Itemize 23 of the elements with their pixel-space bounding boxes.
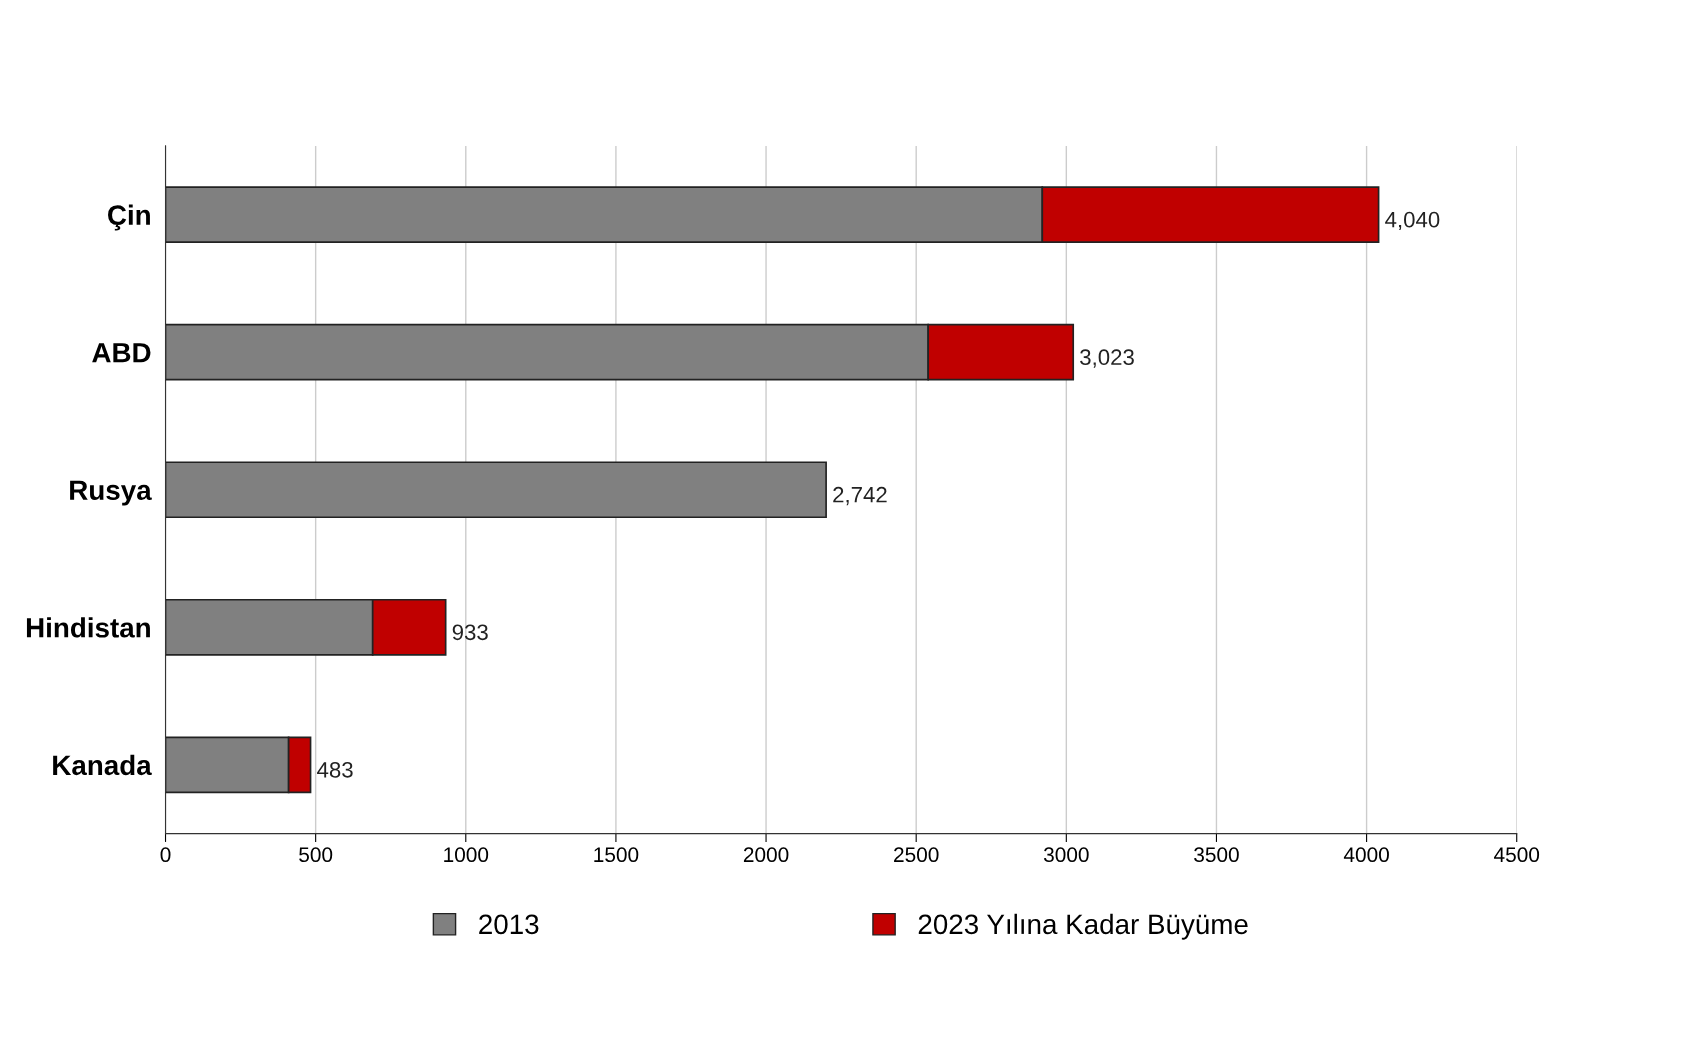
x-tick-label: 3500 <box>1194 847 1239 863</box>
x-tick-label: 4000 <box>1343 847 1389 863</box>
annotation: 3,023 <box>1080 349 1134 368</box>
y-tick-label: Kanada <box>53 754 152 776</box>
x-tick-label: 2000 <box>743 847 789 863</box>
x-tick-label: 0 <box>160 847 171 863</box>
x-tick-label: 3000 <box>1043 847 1089 863</box>
annotation: 4,040 <box>1385 211 1440 231</box>
x-tick-label: 4500 <box>1494 847 1540 863</box>
x-tick-label: 2500 <box>894 847 939 863</box>
annotation: 483 <box>317 761 353 778</box>
y-tick-label: Rusya <box>70 480 152 506</box>
x-tick-label: 1500 <box>594 847 639 863</box>
legend-label: 2023 Yılına Kadar Büyüme <box>918 913 1248 940</box>
annotation: 933 <box>452 624 488 641</box>
y-tick-label: Çin <box>108 204 150 231</box>
annotation: 2,742 <box>833 486 887 506</box>
x-tick-label: 1000 <box>444 847 489 863</box>
bar <box>165 461 827 519</box>
x-tick-label: 500 <box>299 847 333 863</box>
legend-label: 2013 <box>479 914 539 935</box>
y-tick-label: Hindistan <box>26 617 150 638</box>
y-tick-label: ABD <box>92 343 151 363</box>
